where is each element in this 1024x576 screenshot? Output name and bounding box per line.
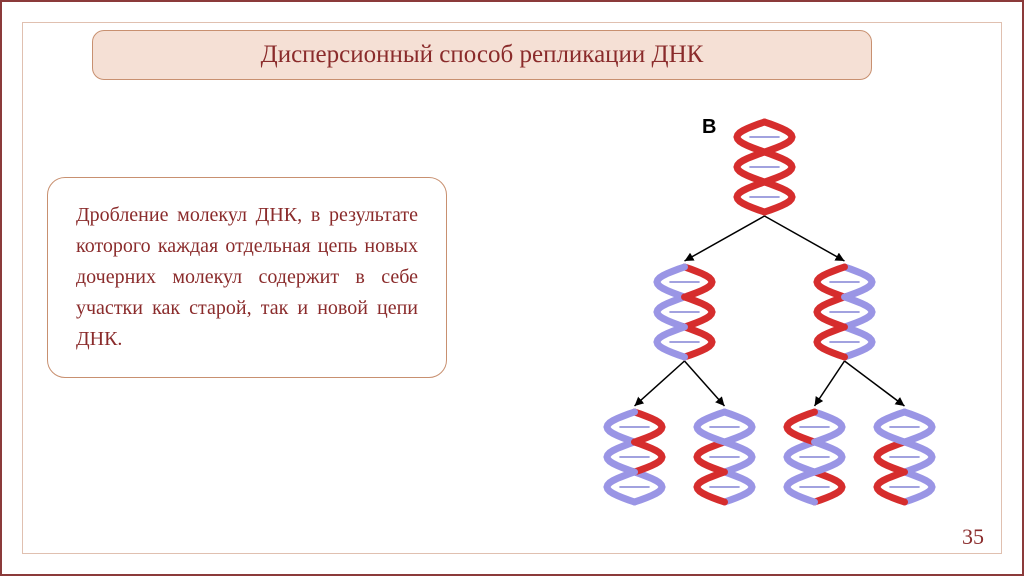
dna-svg [562, 112, 962, 532]
page-number: 35 [962, 524, 984, 550]
body-box: Дробление молекул ДНК, в результате кото… [47, 177, 447, 378]
slide-frame: Дисперсионный способ репликации ДНК Дроб… [0, 0, 1024, 576]
dna-diagram: В [562, 112, 962, 532]
title-box: Дисперсионный способ репликации ДНК [92, 30, 872, 80]
diagram-label: В [702, 116, 716, 139]
body-text: Дробление молекул ДНК, в результате кото… [76, 204, 418, 350]
slide-title: Дисперсионный способ репликации ДНК [261, 41, 704, 68]
